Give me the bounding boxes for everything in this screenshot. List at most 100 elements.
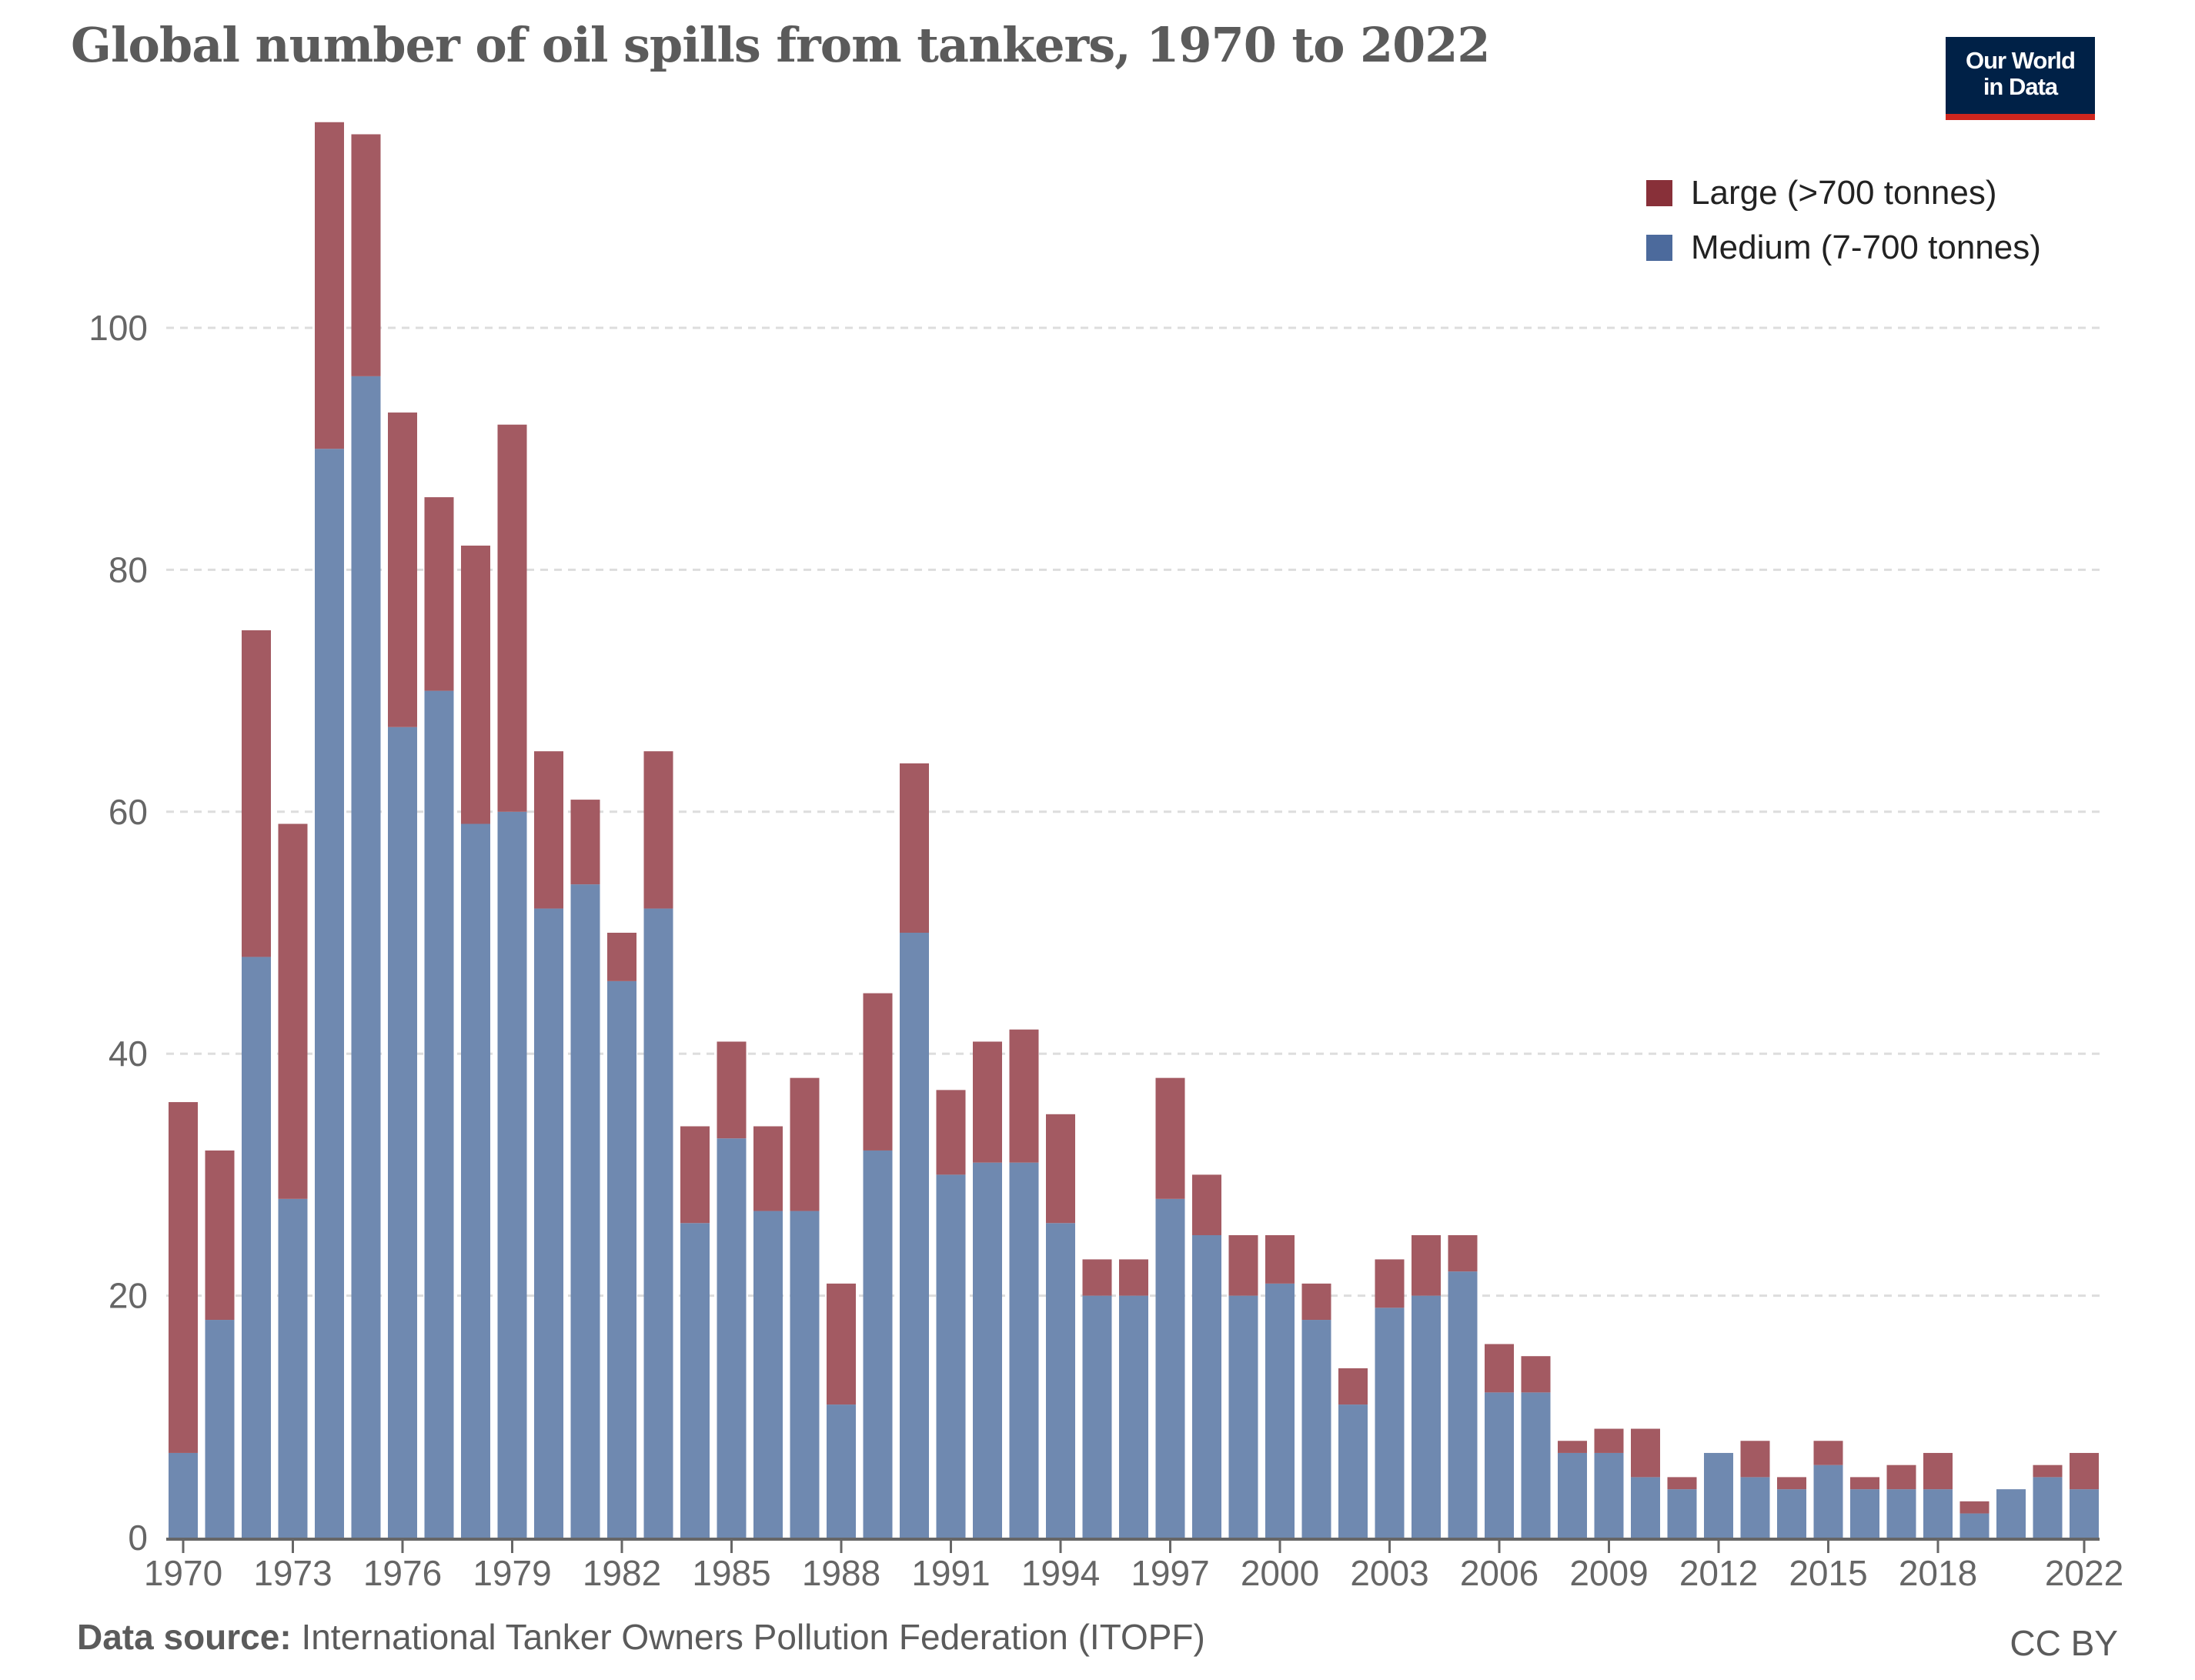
bar-medium-2019[interactable] — [1959, 1513, 1990, 1538]
bar-medium-1979[interactable] — [497, 811, 527, 1538]
bar-medium-2021[interactable] — [2033, 1477, 2063, 1538]
owid-logo[interactable]: Our World in Data — [1946, 37, 2095, 120]
bar-medium-1971[interactable] — [205, 1320, 235, 1538]
bar-medium-2009[interactable] — [1594, 1452, 1624, 1538]
bar-large-1994[interactable] — [1046, 1114, 1075, 1224]
bar-medium-2003[interactable] — [1375, 1308, 1405, 1538]
bar-large-1973[interactable] — [278, 823, 308, 1199]
bar-large-1996[interactable] — [1119, 1259, 1148, 1296]
bar-medium-2017[interactable] — [1886, 1489, 1916, 1538]
bar-medium-1987[interactable] — [790, 1211, 820, 1538]
bar-large-2022[interactable] — [2070, 1452, 2099, 1490]
bar-medium-2006[interactable] — [1485, 1392, 1514, 1538]
bar-large-1976[interactable] — [388, 412, 417, 727]
bar-medium-1975[interactable] — [351, 376, 381, 1538]
bar-large-1974[interactable] — [315, 122, 344, 449]
bar-medium-1997[interactable] — [1155, 1198, 1185, 1538]
bar-large-1987[interactable] — [790, 1077, 820, 1211]
bar-large-1985[interactable] — [717, 1041, 747, 1139]
bar-medium-1985[interactable] — [717, 1138, 747, 1538]
bar-large-1997[interactable] — [1155, 1077, 1185, 1199]
bar-large-2011[interactable] — [1667, 1477, 1697, 1490]
bar-medium-1998[interactable] — [1192, 1235, 1221, 1538]
bar-large-1977[interactable] — [424, 497, 454, 691]
bar-large-2017[interactable] — [1886, 1465, 1916, 1490]
bar-large-1975[interactable] — [351, 134, 381, 376]
bar-medium-2005[interactable] — [1448, 1271, 1478, 1538]
bar-medium-2002[interactable] — [1338, 1404, 1368, 1538]
bar-medium-2011[interactable] — [1667, 1489, 1697, 1538]
bar-medium-1984[interactable] — [680, 1223, 710, 1538]
legend-item-medium[interactable]: Medium (7-700 tonnes) — [1646, 229, 2041, 267]
bar-medium-2022[interactable] — [2070, 1489, 2099, 1538]
bar-large-2021[interactable] — [2033, 1465, 2063, 1478]
bar-medium-1992[interactable] — [973, 1162, 1002, 1538]
bar-large-1970[interactable] — [169, 1102, 198, 1453]
bar-medium-1995[interactable] — [1082, 1295, 1112, 1538]
bar-large-2013[interactable] — [1740, 1441, 1770, 1478]
bar-large-2015[interactable] — [1813, 1441, 1843, 1465]
bar-medium-1993[interactable] — [1009, 1162, 1039, 1538]
bar-large-1984[interactable] — [680, 1126, 710, 1224]
license-link[interactable]: CC BY — [2010, 1623, 2118, 1663]
bar-medium-1981[interactable] — [570, 884, 600, 1538]
bar-medium-2016[interactable] — [1850, 1489, 1879, 1538]
bar-large-1989[interactable] — [863, 993, 893, 1151]
bar-medium-2018[interactable] — [1923, 1489, 1953, 1538]
bar-medium-1974[interactable] — [315, 449, 344, 1538]
bar-large-2009[interactable] — [1594, 1428, 1624, 1453]
bar-medium-1973[interactable] — [278, 1198, 308, 1538]
bar-large-1983[interactable] — [643, 751, 673, 909]
bar-medium-1976[interactable] — [388, 726, 417, 1538]
bar-large-2002[interactable] — [1338, 1368, 1368, 1405]
bar-medium-2004[interactable] — [1412, 1295, 1441, 1538]
bar-large-1982[interactable] — [607, 933, 636, 981]
bar-medium-1982[interactable] — [607, 980, 636, 1538]
bar-medium-1991[interactable] — [936, 1174, 966, 1538]
bar-large-2007[interactable] — [1521, 1356, 1551, 1393]
bar-medium-2000[interactable] — [1265, 1283, 1295, 1538]
bar-medium-1996[interactable] — [1119, 1295, 1148, 1538]
bar-large-2008[interactable] — [1558, 1441, 1587, 1453]
bar-large-1995[interactable] — [1082, 1259, 1112, 1296]
bar-large-1998[interactable] — [1192, 1174, 1221, 1235]
bar-medium-1983[interactable] — [643, 908, 673, 1538]
bar-large-1992[interactable] — [973, 1041, 1002, 1163]
bar-large-2018[interactable] — [1923, 1452, 1953, 1490]
bar-large-2016[interactable] — [1850, 1477, 1879, 1490]
bar-large-1990[interactable] — [900, 763, 929, 933]
bar-large-2014[interactable] — [1777, 1477, 1806, 1490]
bar-large-2004[interactable] — [1412, 1235, 1441, 1296]
bar-large-2001[interactable] — [1301, 1283, 1331, 1321]
bar-large-2006[interactable] — [1485, 1344, 1514, 1393]
bar-medium-1989[interactable] — [863, 1150, 893, 1538]
bar-large-1986[interactable] — [753, 1126, 783, 1211]
bar-medium-2007[interactable] — [1521, 1392, 1551, 1538]
bar-large-1972[interactable] — [242, 630, 271, 957]
bar-medium-2013[interactable] — [1740, 1477, 1770, 1538]
bar-medium-2015[interactable] — [1813, 1465, 1843, 1538]
bar-large-1991[interactable] — [936, 1090, 966, 1175]
bar-large-2000[interactable] — [1265, 1235, 1295, 1284]
bar-large-2010[interactable] — [1631, 1428, 1660, 1478]
bar-medium-1980[interactable] — [534, 908, 563, 1538]
bar-medium-2012[interactable] — [1704, 1452, 1733, 1538]
bar-large-2019[interactable] — [1959, 1501, 1990, 1514]
bar-medium-1994[interactable] — [1046, 1223, 1075, 1538]
bar-medium-2001[interactable] — [1301, 1320, 1331, 1538]
bar-medium-1990[interactable] — [900, 933, 929, 1538]
bar-medium-2010[interactable] — [1631, 1477, 1660, 1538]
bar-medium-1978[interactable] — [461, 823, 490, 1538]
bar-medium-1986[interactable] — [753, 1211, 783, 1538]
bar-medium-1999[interactable] — [1228, 1295, 1258, 1538]
bar-large-2005[interactable] — [1448, 1235, 1478, 1272]
bar-large-1978[interactable] — [461, 545, 490, 824]
bar-medium-1988[interactable] — [827, 1404, 856, 1538]
bar-large-1981[interactable] — [570, 800, 600, 885]
bar-medium-1970[interactable] — [169, 1452, 198, 1538]
bar-medium-1972[interactable] — [242, 957, 271, 1538]
bar-large-1979[interactable] — [497, 424, 527, 812]
legend-item-large[interactable]: Large (>700 tonnes) — [1646, 174, 1997, 212]
bar-medium-2020[interactable] — [1996, 1489, 2026, 1538]
bar-medium-2014[interactable] — [1777, 1489, 1806, 1538]
